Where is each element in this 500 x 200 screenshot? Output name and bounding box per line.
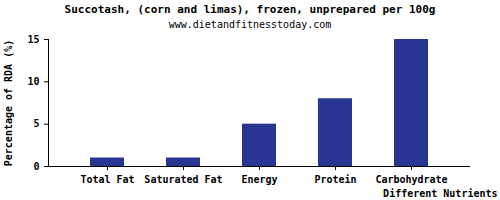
svg-text:Energy: Energy <box>241 174 277 185</box>
svg-text:15: 15 <box>27 34 39 45</box>
svg-text:Percentage of RDA (%): Percentage of RDA (%) <box>3 40 14 166</box>
svg-text:Different Nutrients: Different Nutrients <box>383 188 497 199</box>
svg-text:Total Fat: Total Fat <box>80 174 134 185</box>
svg-text:10: 10 <box>27 76 39 87</box>
svg-text:Carbohydrate: Carbohydrate <box>375 174 447 185</box>
html-text:www.dietandfitnesstoday.com: www.dietandfitnesstoday.com <box>168 19 332 30</box>
svg-text:5: 5 <box>33 118 39 129</box>
html-text:Succotash, (corn and limas), f: Succotash, (corn and limas), frozen, unp… <box>64 3 436 16</box>
svg-text:Saturated Fat: Saturated Fat <box>144 174 222 185</box>
svg-text:Protein: Protein <box>314 174 356 185</box>
svg-text:0: 0 <box>33 161 39 172</box>
